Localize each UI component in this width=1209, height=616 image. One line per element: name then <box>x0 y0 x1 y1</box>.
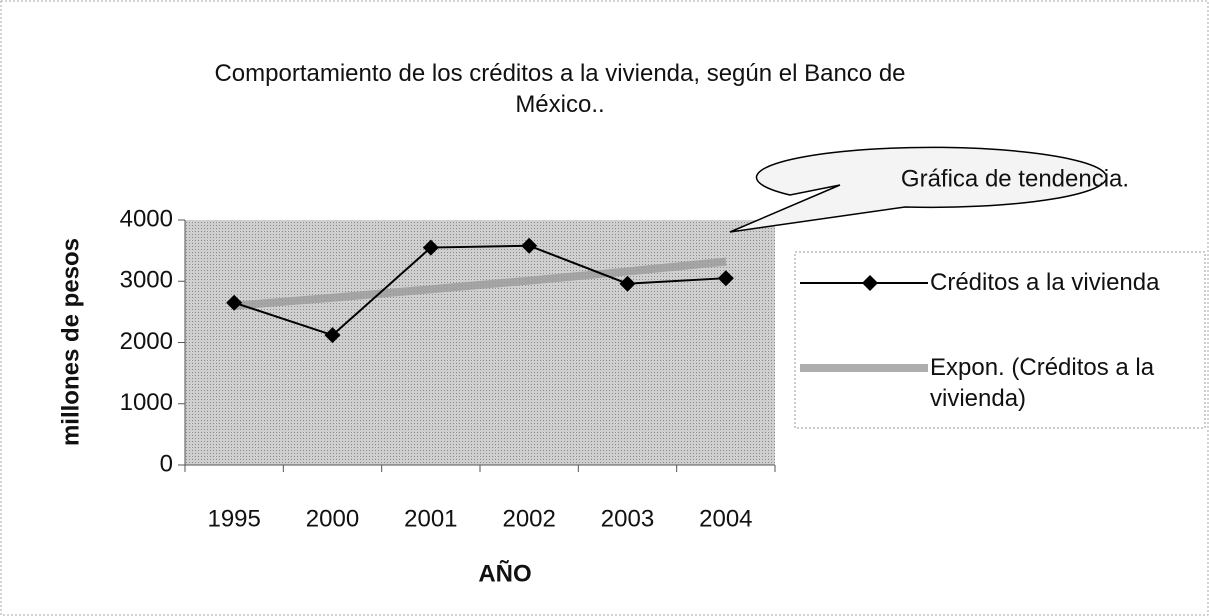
y-axis-label: millones de pesos <box>57 238 84 446</box>
plot-area <box>185 220 775 465</box>
x-tick-label: 1995 <box>207 505 260 532</box>
y-tick-label: 4000 <box>120 205 173 232</box>
marker <box>619 275 636 292</box>
x-tick-label: 2004 <box>699 505 752 532</box>
marker <box>521 237 538 254</box>
chart-title: Comportamiento de los créditos a la vivi… <box>214 60 906 118</box>
callout <box>729 146 1108 233</box>
marker <box>324 327 341 344</box>
marker <box>717 270 734 287</box>
legend-box <box>794 251 1206 429</box>
series-line <box>233 244 726 337</box>
y-tick-label: 1000 <box>120 389 173 416</box>
x-tick-label: 2002 <box>502 505 555 532</box>
marker <box>422 239 439 256</box>
y-tick-label: 0 <box>160 450 173 477</box>
x-tick-label: 2001 <box>404 505 457 532</box>
y-tick-label: 2000 <box>120 328 173 355</box>
x-axis-label: AÑO <box>478 559 531 587</box>
x-tick-label: 2000 <box>306 505 359 532</box>
legend-label: Expon. (Créditos a la vivienda) <box>930 354 1155 412</box>
marker <box>226 294 243 311</box>
legend-label: Créditos a la vivienda <box>930 269 1160 296</box>
legend-marker <box>862 275 878 291</box>
x-tick-label: 2003 <box>601 505 654 532</box>
y-tick-label: 3000 <box>120 267 173 294</box>
annotation: Gráfica de tendencia. <box>901 165 1129 192</box>
trend-line <box>233 257 727 310</box>
